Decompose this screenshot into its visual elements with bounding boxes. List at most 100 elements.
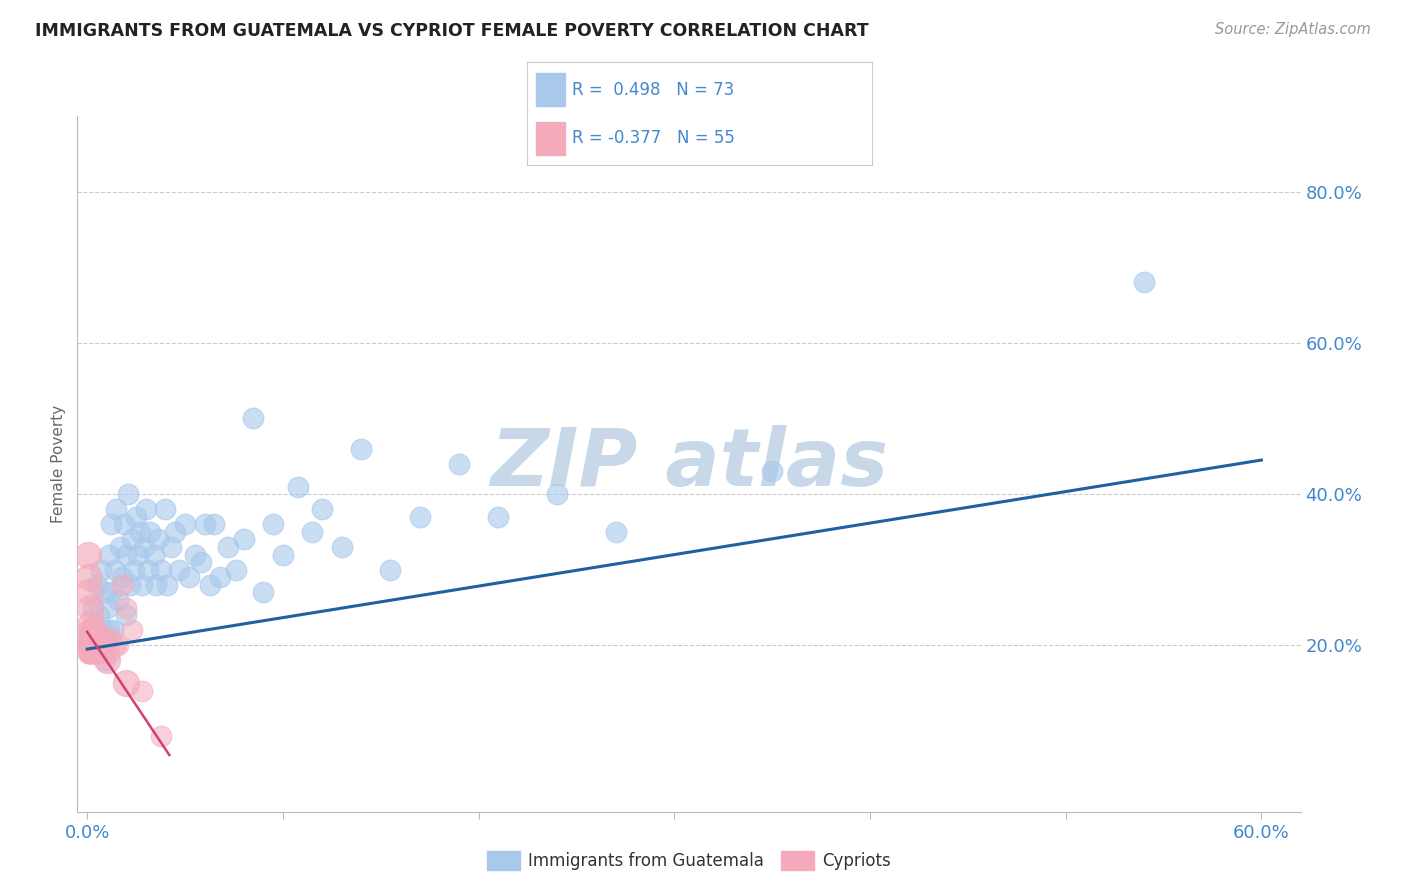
- Point: [115, 676, 138, 690]
- Legend: Immigrants from Guatemala, Cypriots: Immigrants from Guatemala, Cypriots: [479, 844, 898, 877]
- Point: [80, 638, 103, 652]
- Point: [80, 638, 103, 652]
- Point: [77, 631, 100, 645]
- Point: [150, 563, 173, 577]
- Point: [120, 578, 142, 592]
- Point: [77, 638, 100, 652]
- Point: [87, 608, 110, 623]
- Point: [232, 533, 254, 547]
- Point: [115, 608, 138, 623]
- Point: [77, 638, 100, 652]
- Point: [80, 624, 103, 638]
- Point: [82, 631, 104, 645]
- Point: [125, 509, 148, 524]
- Point: [190, 555, 212, 569]
- Point: [82, 638, 104, 652]
- Point: [242, 411, 264, 425]
- Point: [107, 593, 129, 607]
- Point: [93, 585, 115, 599]
- Point: [447, 457, 470, 471]
- Y-axis label: Female Poverty: Female Poverty: [51, 405, 66, 523]
- Text: IMMIGRANTS FROM GUATEMALA VS CYPRIOT FEMALE POVERTY CORRELATION CHART: IMMIGRANTS FROM GUATEMALA VS CYPRIOT FEM…: [35, 22, 869, 40]
- Point: [350, 442, 373, 456]
- Point: [193, 517, 215, 532]
- Text: R =  0.498   N = 73: R = 0.498 N = 73: [572, 80, 734, 99]
- Bar: [536, 122, 565, 155]
- Point: [115, 600, 138, 615]
- Point: [84, 631, 107, 645]
- Point: [107, 638, 129, 652]
- Point: [77, 646, 100, 660]
- Point: [127, 548, 149, 562]
- Point: [121, 533, 143, 547]
- Point: [160, 540, 183, 554]
- Point: [761, 464, 783, 478]
- Point: [101, 624, 124, 638]
- Point: [97, 646, 120, 660]
- Point: [380, 563, 402, 577]
- Point: [82, 646, 104, 660]
- Point: [82, 638, 104, 652]
- Point: [546, 487, 568, 501]
- Point: [86, 638, 108, 652]
- Point: [184, 548, 207, 562]
- Point: [96, 638, 118, 652]
- Point: [135, 502, 157, 516]
- Point: [145, 578, 167, 592]
- Point: [80, 638, 103, 652]
- Point: [84, 631, 107, 645]
- Point: [79, 600, 101, 615]
- Point: [90, 631, 112, 645]
- Point: [97, 624, 120, 638]
- Point: [131, 683, 153, 698]
- Point: [80, 638, 103, 652]
- Point: [112, 517, 135, 532]
- Point: [139, 524, 162, 539]
- Point: [77, 638, 100, 652]
- Point: [86, 638, 108, 652]
- Point: [90, 638, 112, 652]
- Text: R = -0.377   N = 55: R = -0.377 N = 55: [572, 128, 735, 147]
- Point: [77, 585, 100, 599]
- Point: [121, 624, 143, 638]
- Text: ZIP atlas: ZIP atlas: [489, 425, 889, 503]
- Point: [1133, 276, 1156, 290]
- Point: [77, 638, 100, 652]
- Point: [486, 509, 509, 524]
- Point: [287, 479, 309, 493]
- Point: [80, 646, 103, 660]
- Point: [200, 578, 222, 592]
- Point: [82, 600, 104, 615]
- Point: [165, 524, 187, 539]
- Point: [90, 563, 112, 577]
- Point: [87, 638, 110, 652]
- Point: [605, 524, 627, 539]
- Point: [100, 631, 122, 645]
- Point: [122, 563, 145, 577]
- Point: [77, 624, 100, 638]
- Point: [84, 631, 107, 645]
- Point: [96, 600, 118, 615]
- Point: [82, 631, 104, 645]
- Point: [330, 540, 353, 554]
- Point: [80, 646, 103, 660]
- Point: [167, 563, 190, 577]
- Point: [217, 540, 239, 554]
- Point: [105, 502, 128, 516]
- Point: [129, 524, 152, 539]
- Point: [103, 638, 125, 652]
- Point: [202, 517, 225, 532]
- Point: [132, 540, 155, 554]
- Point: [117, 487, 139, 501]
- Point: [96, 653, 118, 667]
- Point: [209, 570, 232, 584]
- Point: [84, 646, 107, 660]
- Point: [77, 624, 100, 638]
- Point: [150, 729, 173, 743]
- Point: [76, 631, 98, 645]
- Point: [115, 548, 138, 562]
- Point: [77, 631, 100, 645]
- Point: [79, 646, 101, 660]
- Point: [111, 570, 134, 584]
- Point: [146, 533, 169, 547]
